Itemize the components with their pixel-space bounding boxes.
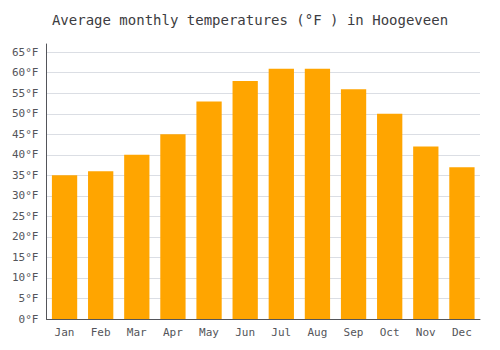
- svg-text:40°F: 40°F: [12, 148, 39, 161]
- svg-text:Mar: Mar: [127, 326, 147, 339]
- svg-text:Dec: Dec: [452, 326, 472, 339]
- svg-text:55°F: 55°F: [12, 87, 39, 100]
- svg-text:Nov: Nov: [416, 326, 436, 339]
- svg-text:60°F: 60°F: [12, 66, 39, 79]
- svg-text:Aug: Aug: [307, 326, 327, 339]
- svg-text:50°F: 50°F: [12, 107, 39, 120]
- svg-text:20°F: 20°F: [12, 230, 39, 243]
- svg-text:Oct: Oct: [380, 326, 400, 339]
- svg-text:45°F: 45°F: [12, 128, 39, 141]
- svg-text:Feb: Feb: [91, 326, 111, 339]
- svg-text:Average monthly temperatures (: Average monthly temperatures (°F ) in Ho…: [52, 12, 448, 28]
- svg-text:35°F: 35°F: [12, 169, 39, 182]
- svg-text:65°F: 65°F: [12, 46, 39, 59]
- svg-text:10°F: 10°F: [12, 271, 39, 284]
- svg-text:Apr: Apr: [163, 326, 183, 339]
- svg-text:25°F: 25°F: [12, 210, 39, 223]
- svg-text:5°F: 5°F: [19, 292, 39, 305]
- svg-text:Jul: Jul: [271, 326, 291, 339]
- svg-text:Jun: Jun: [235, 326, 255, 339]
- svg-text:Jan: Jan: [55, 326, 75, 339]
- svg-text:May: May: [199, 326, 219, 339]
- svg-text:15°F: 15°F: [12, 251, 39, 264]
- svg-text:30°F: 30°F: [12, 189, 39, 202]
- svg-text:Sep: Sep: [344, 326, 364, 339]
- svg-text:0°F: 0°F: [19, 313, 39, 326]
